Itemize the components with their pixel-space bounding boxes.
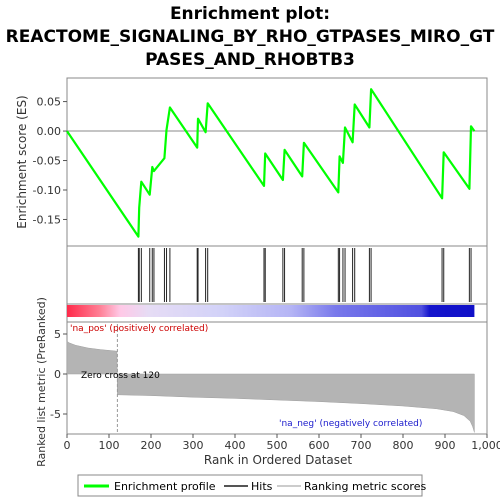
es-y-tick-label: -0.05 bbox=[33, 155, 61, 168]
legend: Enrichment profile Hits Ranking metric s… bbox=[78, 475, 426, 496]
es-y-tick-label: 0.05 bbox=[37, 96, 62, 109]
x-tick-label: 1,000 bbox=[471, 439, 500, 452]
x-axis-label: Rank in Ordered Dataset bbox=[204, 453, 352, 467]
es-y-axis-label: Enrichment score (ES) bbox=[15, 95, 29, 228]
x-tick-label: 300 bbox=[183, 439, 204, 452]
ranked-y-tick-label: -5 bbox=[50, 408, 61, 421]
x-tick-label: 400 bbox=[225, 439, 246, 452]
ranked-y-tick-label: 5 bbox=[54, 328, 61, 341]
es-panel: 0.05 0.00 -0.05 -0.10 -0.15 Enrichment score… bbox=[15, 78, 487, 246]
x-tick-label: 900 bbox=[435, 439, 456, 452]
title-line-1: Enrichment plot: bbox=[170, 4, 330, 24]
x-tick-label: 100 bbox=[99, 439, 120, 452]
x-axis: 0 100 200 300 400 500 600 700 800 900 1,000 bbox=[64, 434, 500, 452]
legend-hits-label: Hits bbox=[251, 480, 273, 493]
rank-color-band bbox=[67, 305, 474, 317]
x-tick-label: 200 bbox=[141, 439, 162, 452]
legend-ranking-metric-label: Ranking metric scores bbox=[304, 480, 426, 493]
es-y-tick-label: -0.15 bbox=[33, 213, 61, 226]
es-y-tick-label: -0.10 bbox=[33, 184, 61, 197]
ranked-y-tick-label: 0 bbox=[54, 368, 61, 381]
zero-cross-label: Zero cross at 120 bbox=[81, 371, 160, 381]
hits-panel bbox=[67, 246, 487, 304]
x-tick-label: 800 bbox=[393, 439, 414, 452]
legend-enrichment-profile-label: Enrichment profile bbox=[114, 480, 216, 493]
chart-title: Enrichment plot: REACTOME_SIGNALING_BY_R… bbox=[6, 4, 495, 70]
ranked-y-axis-label: Ranked list metric (PreRanked) bbox=[35, 297, 48, 467]
negative-correlation-label: 'na_neg' (negatively correlated) bbox=[279, 419, 422, 429]
es-y-axis: 0.05 0.00 -0.05 -0.10 -0.15 bbox=[33, 96, 67, 227]
x-tick-label: 600 bbox=[309, 439, 330, 452]
es-y-tick-label: 0.00 bbox=[37, 125, 62, 138]
rank-color-band-panel bbox=[67, 304, 487, 322]
x-tick-label: 700 bbox=[351, 439, 372, 452]
ranked-y-axis: 5 0 -5 bbox=[50, 328, 67, 421]
x-tick-label: 500 bbox=[267, 439, 288, 452]
title-line-3: PASES_AND_RHOBTB3 bbox=[145, 50, 355, 70]
positive-correlation-label: 'na_pos' (positively correlated) bbox=[70, 324, 208, 334]
hits-panel-frame bbox=[67, 246, 487, 304]
title-line-2: REACTOME_SIGNALING_BY_RHO_GTPASES_MIRO_G… bbox=[6, 27, 495, 47]
x-tick-label: 0 bbox=[64, 439, 71, 452]
es-panel-frame bbox=[67, 78, 487, 246]
